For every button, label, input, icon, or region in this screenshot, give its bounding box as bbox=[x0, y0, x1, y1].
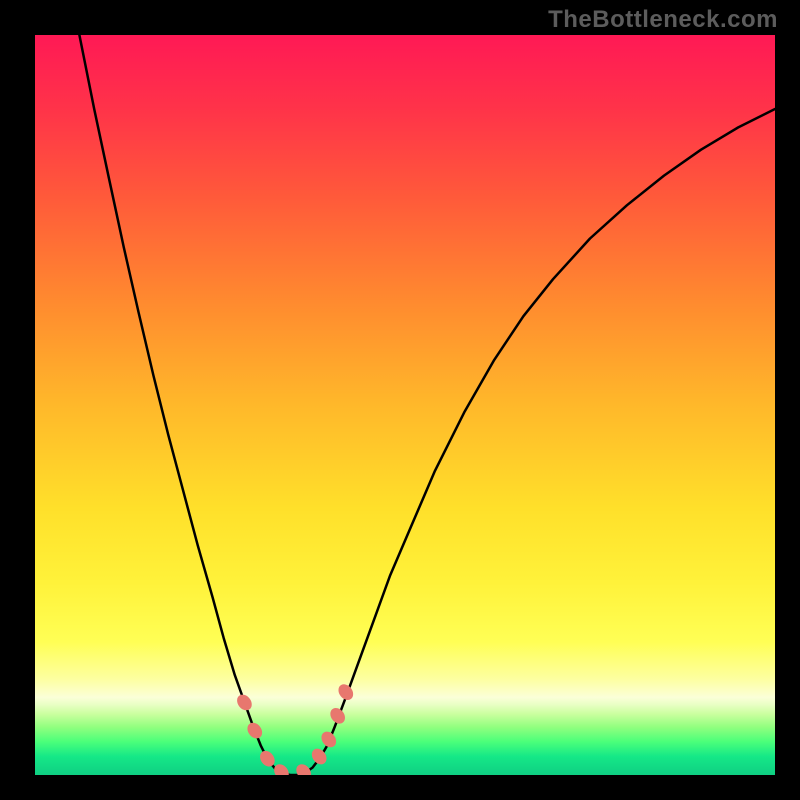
plot-area bbox=[35, 35, 775, 775]
marker-dot bbox=[328, 706, 347, 726]
marker-dot bbox=[272, 762, 291, 775]
watermark-label: TheBottleneck.com bbox=[548, 6, 778, 33]
marker-dot bbox=[336, 682, 355, 702]
bottleneck-curve bbox=[79, 35, 775, 775]
curve-layer bbox=[35, 35, 775, 775]
chart-container: TheBottleneck.com bbox=[0, 0, 800, 800]
watermark-text: TheBottleneck.com bbox=[548, 6, 778, 34]
marker-dot bbox=[235, 692, 254, 712]
marker-dot bbox=[319, 729, 338, 749]
marker-dot bbox=[245, 721, 264, 741]
